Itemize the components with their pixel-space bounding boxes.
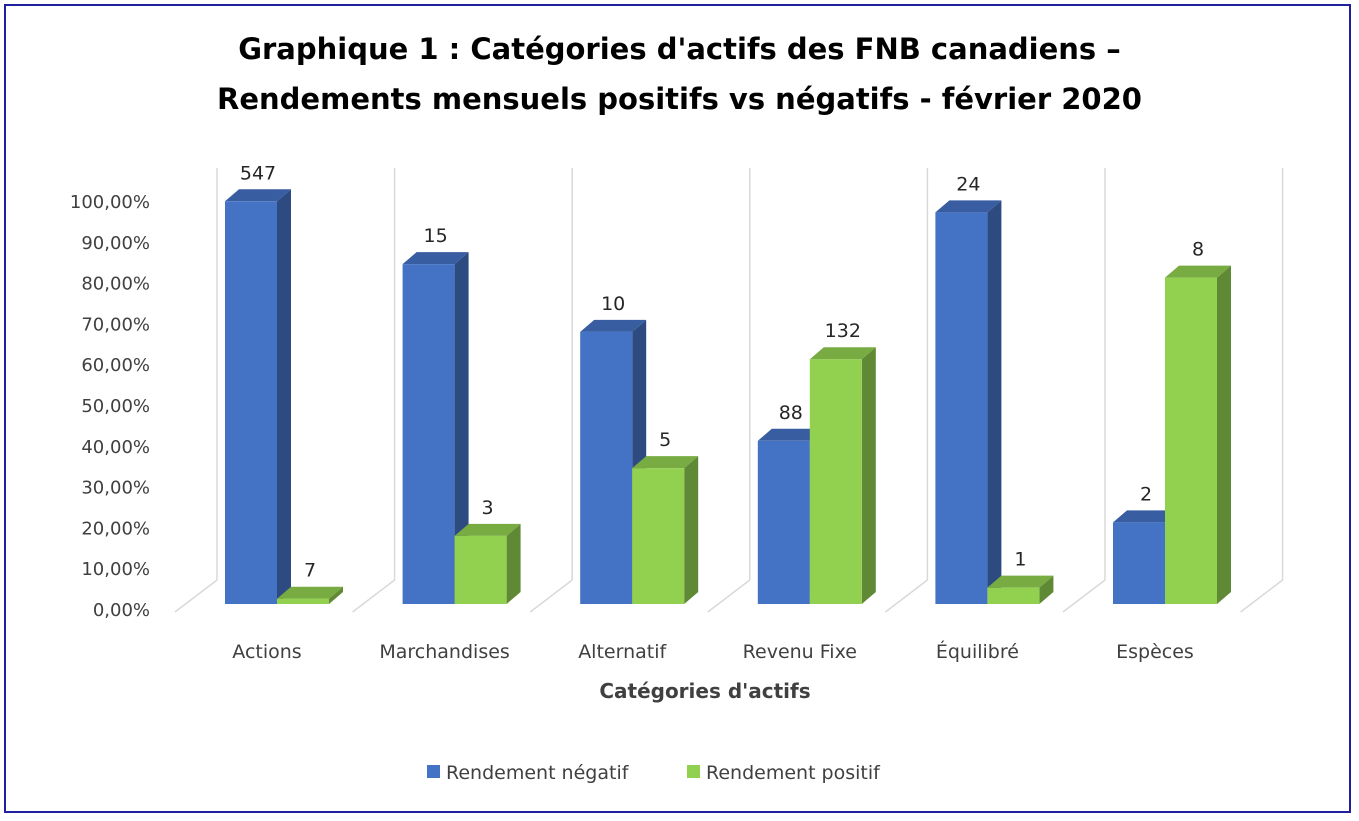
floor-divider — [529, 579, 573, 613]
bar-side — [1217, 265, 1231, 604]
category-labels: Actions Marchandises Alternatif Revenu Fixe… — [232, 640, 1194, 663]
bar-top — [277, 586, 343, 599]
y-tick-label: 40,00% — [81, 437, 150, 458]
bar-negative — [402, 252, 469, 605]
bar-top — [1113, 510, 1179, 523]
y-tick-label: 10,00% — [81, 559, 150, 580]
floor-divider — [884, 579, 928, 613]
bar-top — [935, 200, 1002, 213]
bar-front — [1113, 522, 1165, 604]
bar-top — [757, 428, 824, 441]
gridlines — [216, 168, 1284, 580]
data-label: 8 — [1192, 239, 1204, 261]
bar-front — [632, 468, 685, 604]
y-tick-label: 90,00% — [81, 233, 150, 254]
floor-divider — [707, 579, 751, 613]
bar-front — [935, 212, 988, 604]
bar-negative — [580, 319, 647, 604]
category-label: Alternatif — [578, 641, 667, 663]
bar-top — [454, 523, 521, 536]
bar-negative — [225, 189, 291, 604]
bar-front — [809, 359, 862, 604]
chart-floor — [174, 579, 1284, 613]
y-tick-label: 20,00% — [81, 518, 150, 539]
floor-divider — [352, 579, 396, 613]
bar-front — [1165, 277, 1217, 604]
bar-side — [329, 586, 343, 604]
legend-swatch — [427, 765, 440, 778]
bar-top — [632, 456, 699, 469]
bar-front — [454, 535, 507, 604]
y-tick-label: 50,00% — [81, 396, 150, 417]
bar-front — [580, 331, 633, 604]
bar-negative — [935, 200, 1002, 604]
data-label: 88 — [779, 402, 803, 424]
category-label: Marchandises — [379, 641, 509, 663]
bar-top — [225, 189, 291, 202]
data-label: 24 — [956, 173, 980, 195]
bar-top — [1165, 265, 1231, 278]
legend: Rendement négatif Rendement positif — [427, 762, 881, 784]
data-labels: 547 7 15 3 10 5 88 132 24 1 2 8 — [240, 162, 1204, 581]
bar-top — [987, 575, 1054, 588]
bar-side — [987, 200, 1002, 604]
bars — [225, 189, 1231, 605]
data-label: 547 — [240, 162, 276, 184]
bar-front — [402, 264, 455, 604]
floor-divider — [174, 579, 218, 613]
chart-title-line2: Rendements mensuels positifs vs négatifs… — [217, 82, 1142, 116]
data-label: 1 — [1014, 549, 1026, 571]
bar-positive — [809, 347, 876, 604]
bar-positive — [454, 523, 521, 604]
data-label: 7 — [304, 560, 316, 582]
legend-label: Rendement négatif — [446, 762, 630, 784]
category-label: Équilibré — [936, 640, 1019, 663]
data-label: 132 — [825, 320, 861, 342]
bar-front — [225, 201, 277, 604]
category-label: Actions — [232, 641, 301, 663]
data-label: 15 — [424, 225, 448, 247]
x-axis-title: Catégories d'actifs — [599, 679, 810, 703]
bar-front — [757, 440, 810, 604]
y-tick-label: 60,00% — [81, 355, 150, 376]
bar-positive — [632, 456, 699, 604]
data-label: 10 — [601, 293, 625, 315]
bar-top — [809, 347, 876, 360]
bar-front — [987, 587, 1040, 604]
bar-front — [277, 598, 329, 604]
legend-label: Rendement positif — [706, 762, 881, 784]
bar-side — [861, 347, 876, 604]
bar-top — [580, 319, 647, 332]
category-label: Revenu Fixe — [743, 641, 857, 663]
bar-positive — [987, 575, 1054, 604]
floor-divider — [1240, 579, 1284, 613]
legend-swatch — [687, 765, 700, 778]
bar-top — [402, 252, 469, 265]
category-label: Espèces — [1116, 641, 1194, 663]
bar-side — [454, 252, 469, 605]
bar-positive — [277, 586, 343, 604]
y-tick-label: 30,00% — [81, 478, 150, 499]
y-tick-label: 70,00% — [81, 314, 150, 335]
bar-positive — [1165, 265, 1231, 604]
chart-title-line1: Graphique 1 : Catégories d'actifs des FN… — [238, 32, 1121, 66]
bar-side — [506, 523, 521, 604]
y-tick-label: 100,00% — [70, 192, 150, 213]
y-axis-ticks: 0,00% 10,00% 20,00% 30,00% 40,00% 50,00% 60,00… — [70, 192, 150, 621]
bar-side — [277, 189, 291, 604]
chart-title: Graphique 1 : Catégories d'actifs des FN… — [0, 24, 1359, 124]
bar-side — [684, 456, 699, 604]
data-label: 2 — [1140, 483, 1152, 505]
y-tick-label: 80,00% — [81, 274, 150, 295]
y-tick-label: 0,00% — [93, 600, 150, 621]
floor-divider — [1062, 579, 1106, 613]
data-label: 5 — [659, 429, 671, 451]
data-label: 3 — [482, 497, 494, 519]
bar-side — [1039, 575, 1054, 604]
